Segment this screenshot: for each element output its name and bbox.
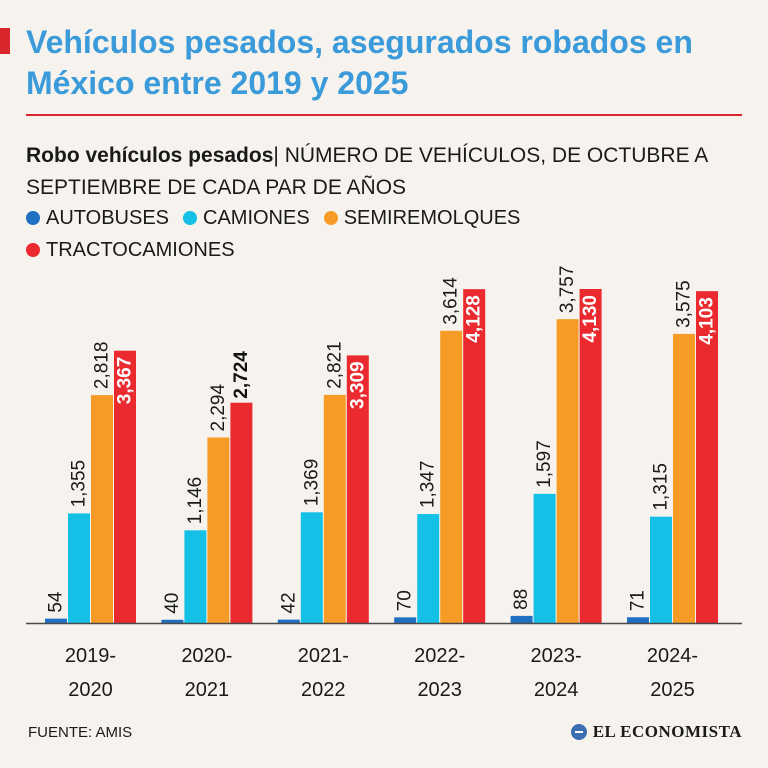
title-divider (26, 114, 742, 116)
logo-text: EL ECONOMISTA (592, 722, 742, 741)
chart-legend: AUTOBUSES CAMIONES SEMIREMOLQUES TRACTOCAMI… (26, 202, 746, 266)
legend-swatch-semiremolques (323, 211, 338, 225)
x-tick-label-line: 2020 (68, 679, 113, 701)
x-tick-label-line: 2021 (185, 679, 230, 701)
legend-item-camiones: CAMIONES (183, 202, 310, 234)
legend-label: TRACTOCAMIONES (46, 239, 235, 261)
bar-autobuses (394, 617, 417, 623)
bar-semiremolques (673, 333, 695, 623)
bar-autobuses (277, 619, 300, 623)
data-label: 2,818 (92, 342, 113, 390)
bar-autobuses (627, 617, 649, 623)
x-tick-label-line: 2019- (65, 645, 116, 667)
chart-title: Vehículos pesados, asegurados robados en… (26, 24, 693, 101)
bar-semiremolques (207, 437, 230, 623)
legend-item-tractocamiones: TRACTOCAMIONES (26, 234, 235, 266)
bar-tractocamiones (114, 350, 136, 623)
data-label: 3,309 (347, 361, 368, 409)
data-label: 3,575 (674, 280, 695, 328)
bar-tractocamiones (696, 291, 718, 623)
data-label: 1,146 (185, 477, 206, 525)
legend-label: CAMIONES (203, 207, 310, 229)
x-tick-label: 2020- 2021 (181, 645, 232, 701)
legend-item-semiremolques: SEMIREMOLQUES (323, 202, 521, 234)
data-label: 1,355 (69, 460, 90, 508)
data-label: 3,367 (115, 357, 136, 405)
bar-semiremolques (323, 394, 346, 623)
data-label: 70 (395, 590, 416, 611)
x-tick-label-line: 2023- (531, 645, 582, 667)
data-label: 1,597 (534, 440, 555, 488)
x-tick-label-line: 2021- (298, 645, 349, 667)
bar-autobuses (45, 618, 67, 623)
logo-icon (570, 724, 587, 740)
data-label: 3,757 (557, 266, 578, 314)
data-label: 88 (511, 589, 532, 610)
chart-subtitle: Robo vehículos pesados| NÚMERO DE VEHÍCU… (26, 140, 746, 204)
x-tick-label: 2021- 2022 (298, 645, 349, 701)
x-tick-label-line: 2024- (647, 645, 698, 667)
data-label: 3,614 (441, 277, 462, 325)
data-label: 2,294 (208, 384, 229, 432)
data-label: 2,724 (231, 351, 252, 399)
data-label: 4,130 (580, 295, 601, 343)
x-tick-label-line: 2025 (650, 679, 695, 701)
bar-camiones (650, 516, 672, 623)
subtitle-description: NÚMERO DE VEHÍCULOS, DE OCTUBRE A SEPTIE… (26, 144, 708, 199)
bar-autobuses (510, 615, 533, 623)
x-tick-label-line: 2022- (414, 645, 465, 667)
bar-semiremolques (440, 330, 463, 623)
bar-camiones (300, 512, 323, 623)
data-label: 4,103 (697, 297, 718, 345)
x-tick-label: 2023- 2024 (531, 645, 582, 701)
bar-tractocamiones (230, 402, 253, 623)
subtitle-bold: Robo vehículos pesados (26, 144, 274, 167)
x-tick-label-line: 2022 (301, 679, 346, 701)
bar-camiones (533, 493, 556, 623)
legend-swatch-tractocamiones (26, 243, 40, 257)
data-label: 1,347 (418, 461, 439, 509)
bar-camiones (68, 513, 90, 623)
subtitle-separator: | (273, 144, 279, 167)
bar-semiremolques (556, 319, 579, 623)
legend-item-autobuses: AUTOBUSES (26, 202, 169, 234)
bar-camiones (184, 530, 207, 623)
x-tick-label: 2022- 2023 (414, 645, 465, 701)
data-label: 4,128 (464, 295, 485, 343)
data-label: 1,369 (301, 459, 322, 507)
data-label: 42 (278, 592, 299, 613)
x-tick-label-line: 2020- (181, 645, 232, 667)
bar-tractocamiones (346, 355, 369, 623)
x-tick-label-line: 2024 (534, 679, 579, 701)
legend-label: SEMIREMOLQUES (343, 207, 521, 229)
bar-tractocamiones (579, 289, 602, 623)
data-label: 2,821 (324, 341, 345, 389)
data-label: 1,315 (651, 463, 672, 511)
bar-camiones (417, 514, 440, 623)
data-label: 54 (46, 591, 67, 613)
legend-swatch-camiones (183, 211, 197, 225)
bar-tractocamiones (463, 289, 486, 623)
title-accent-bar (0, 28, 10, 54)
legend-label: AUTOBUSES (46, 207, 169, 229)
data-label: 40 (162, 593, 183, 614)
bar-semiremolques (91, 395, 113, 623)
publisher-logo: EL ECONOMISTA (570, 722, 742, 742)
x-tick-label-line: 2023 (417, 679, 462, 701)
data-label: 71 (628, 590, 649, 611)
legend-swatch-autobuses (26, 211, 40, 225)
x-tick-label: 2019- 2020 (65, 645, 116, 701)
source-note: FUENTE: AMIS (28, 724, 133, 741)
x-tick-label: 2024- 2025 (647, 645, 698, 701)
bar-autobuses (161, 619, 184, 623)
